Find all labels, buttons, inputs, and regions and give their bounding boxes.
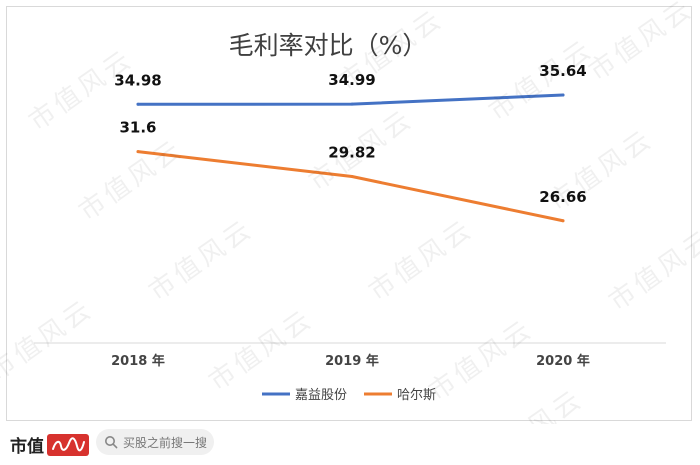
chart-frame — [6, 6, 692, 421]
data-label: 31.6 — [119, 119, 156, 137]
data-point — [136, 102, 140, 106]
data-point — [350, 102, 354, 106]
x-tick-label: 2018 年 — [111, 353, 165, 369]
data-label: 29.82 — [328, 144, 375, 162]
data-point — [350, 175, 354, 179]
series-line-1 — [136, 93, 565, 106]
data-point — [561, 219, 565, 223]
data-label: 34.99 — [328, 71, 375, 89]
legend-label-1: 嘉益股份 — [295, 388, 347, 403]
search-input[interactable]: 买股之前搜一搜 — [96, 429, 214, 455]
data-point — [136, 150, 140, 154]
brand-name: 市值 — [10, 437, 44, 457]
data-label: 26.66 — [539, 188, 586, 206]
search-placeholder: 买股之前搜一搜 — [123, 435, 208, 450]
x-tick-label: 2019 年 — [325, 353, 379, 369]
brand-logo: 市值 — [10, 432, 89, 457]
legend-label-2: 哈尔斯 — [397, 388, 436, 403]
footer-bar: 市值 买股之前搜一搜 — [0, 424, 700, 465]
data-label: 35.64 — [539, 62, 586, 80]
data-label: 34.98 — [114, 71, 161, 89]
chart-title: 毛利率对比（%） — [229, 31, 428, 60]
data-point — [561, 93, 565, 97]
search-icon — [105, 436, 118, 449]
series-line-2 — [136, 150, 565, 223]
brand-seal-icon — [47, 433, 89, 456]
x-tick-label: 2020 年 — [536, 353, 590, 369]
